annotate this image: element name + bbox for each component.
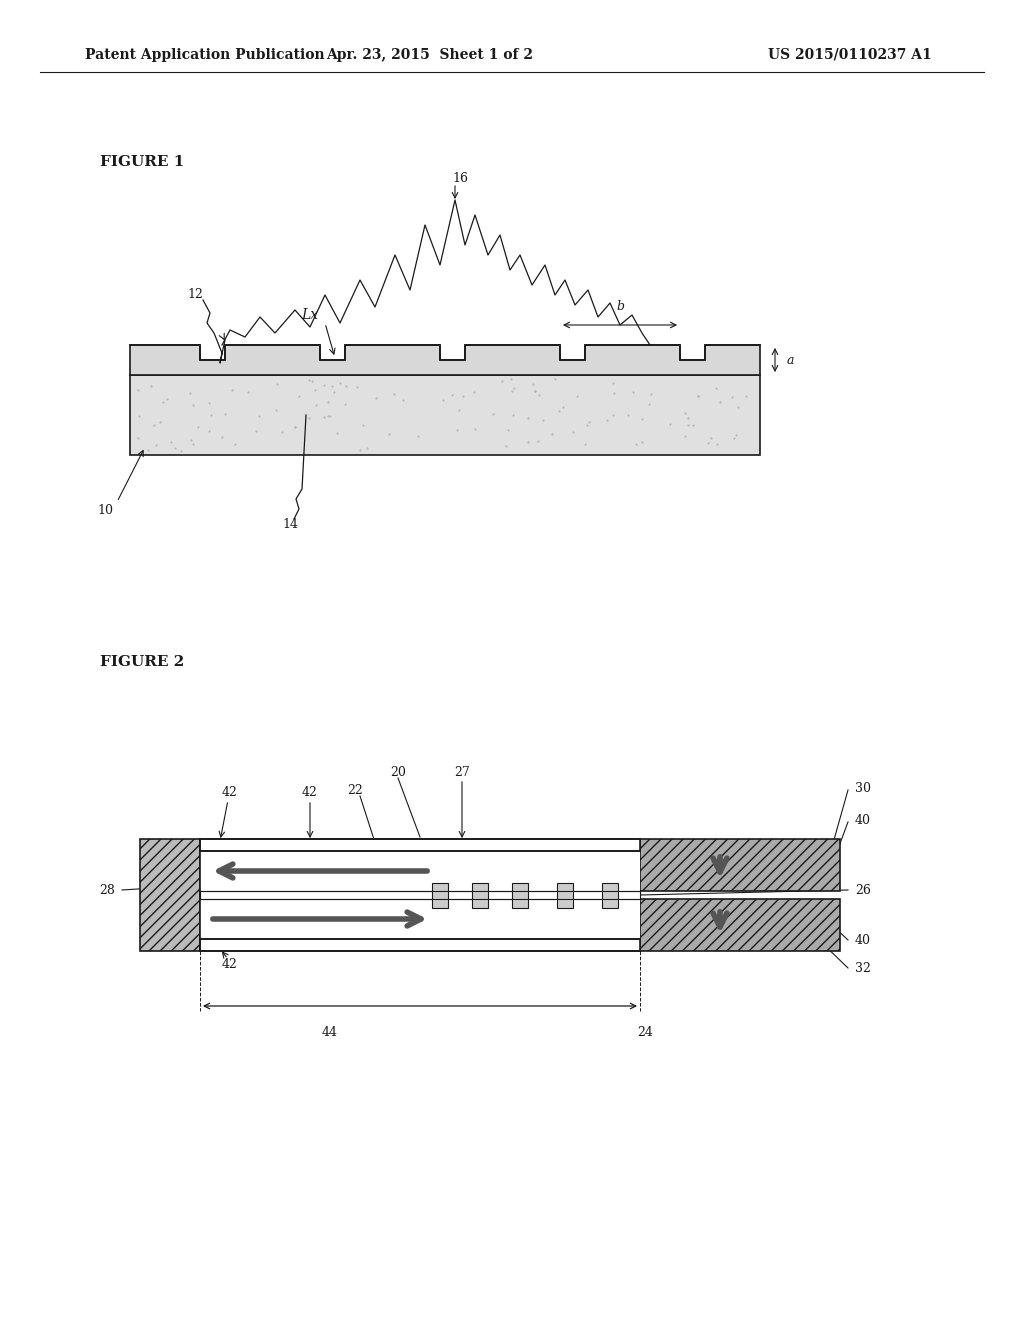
Text: b: b	[616, 300, 624, 313]
Bar	[200, 899, 640, 939]
Bar	[602, 883, 618, 908]
Bar	[640, 899, 840, 950]
Text: Apr. 23, 2015  Sheet 1 of 2: Apr. 23, 2015 Sheet 1 of 2	[327, 48, 534, 62]
Text: 28: 28	[99, 883, 115, 896]
Text: Lx: Lx	[301, 308, 318, 322]
Polygon shape	[130, 345, 760, 375]
Bar	[432, 883, 449, 908]
Bar	[200, 891, 640, 899]
Bar	[512, 883, 528, 908]
Bar	[200, 939, 640, 950]
Text: US 2015/0110237 A1: US 2015/0110237 A1	[768, 48, 932, 62]
Bar	[640, 840, 840, 891]
Text: Patent Application Publication: Patent Application Publication	[85, 48, 325, 62]
Text: 24: 24	[637, 1026, 653, 1039]
Text: 27: 27	[454, 767, 470, 780]
Text: 44: 44	[322, 1026, 338, 1039]
Text: 40: 40	[855, 933, 871, 946]
Text: FIGURE 2: FIGURE 2	[100, 655, 184, 669]
Text: a: a	[787, 354, 795, 367]
Text: 12: 12	[187, 289, 203, 301]
Bar	[557, 883, 573, 908]
Bar	[200, 840, 640, 851]
Text: FIGURE 1: FIGURE 1	[100, 154, 184, 169]
Text: 26: 26	[855, 883, 870, 896]
Text: 32: 32	[855, 961, 870, 974]
Bar	[472, 883, 488, 908]
Bar	[140, 840, 200, 950]
Text: 20: 20	[390, 767, 406, 780]
Text: 42: 42	[222, 787, 238, 800]
Text: 14: 14	[282, 519, 298, 532]
Text: 42: 42	[222, 958, 238, 972]
Text: 30: 30	[855, 781, 871, 795]
Text: 22: 22	[347, 784, 362, 796]
Bar	[200, 851, 640, 891]
Text: 42: 42	[302, 787, 317, 800]
Text: 40: 40	[855, 813, 871, 826]
Text: 10: 10	[97, 503, 113, 516]
Text: 16: 16	[452, 172, 468, 185]
Bar	[130, 375, 760, 455]
